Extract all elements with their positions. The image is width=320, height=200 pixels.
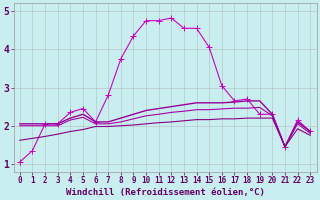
X-axis label: Windchill (Refroidissement éolien,°C): Windchill (Refroidissement éolien,°C) [66,188,264,197]
